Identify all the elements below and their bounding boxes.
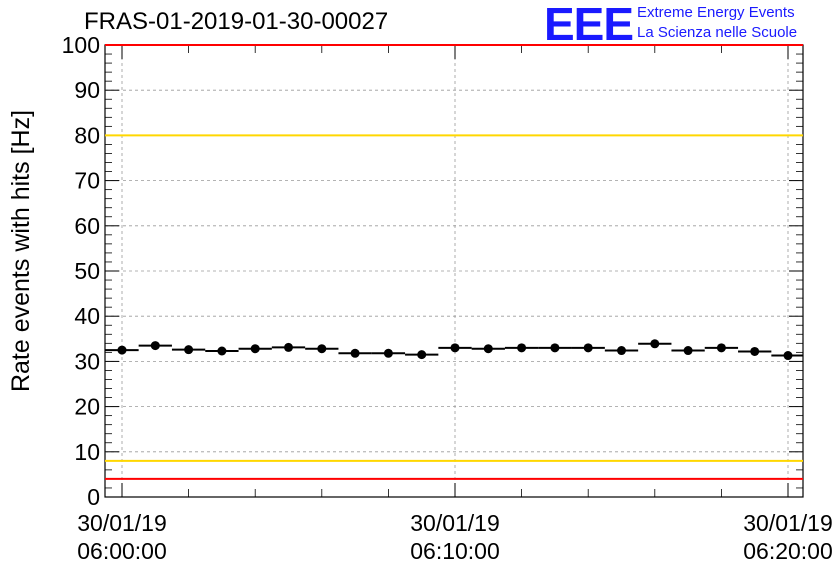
- data-point: [517, 343, 527, 353]
- data-point: [650, 339, 660, 349]
- y-tick-label: 100: [62, 32, 100, 58]
- logo-line-1: Extreme Energy Events: [637, 4, 795, 21]
- y-tick-label: 60: [74, 213, 100, 239]
- data-point: [350, 348, 360, 358]
- y-tick-label: 10: [74, 439, 100, 465]
- x-tick-label-time: 06:20:00: [743, 538, 833, 564]
- data-point: [250, 344, 260, 354]
- data-point: [417, 350, 427, 360]
- data-point: [184, 345, 194, 355]
- data-point: [750, 346, 760, 356]
- y-axis-label: Rate events with hits [Hz]: [7, 110, 35, 392]
- data-point: [617, 346, 626, 356]
- data-point: [483, 344, 493, 354]
- data-point: [550, 343, 560, 353]
- data-point: [583, 343, 593, 353]
- y-tick-label: 70: [74, 168, 100, 194]
- y-tick-label: 20: [74, 394, 100, 420]
- data-point: [317, 344, 327, 354]
- y-tick-label: 90: [74, 77, 100, 103]
- y-tick-label: 50: [74, 258, 100, 284]
- data-point: [117, 345, 127, 355]
- data-point: [716, 343, 726, 353]
- chart-title: FRAS-01-2019-01-30-00027: [84, 8, 389, 35]
- data-point: [683, 346, 693, 356]
- data-point: [383, 348, 393, 358]
- x-tick-label-date: 30/01/19: [743, 510, 833, 536]
- y-tick-label: 80: [74, 122, 100, 148]
- x-tick-label-date: 30/01/19: [77, 510, 167, 536]
- data-point: [450, 343, 460, 353]
- logo-line-2: La Scienza nelle Scuole: [637, 24, 798, 41]
- data-point: [217, 346, 227, 356]
- data-point: [150, 341, 160, 351]
- data-point: [284, 342, 293, 352]
- x-tick-label-time: 06:00:00: [77, 538, 167, 564]
- x-tick-label-date: 30/01/19: [410, 510, 500, 536]
- y-tick-label: 30: [74, 348, 100, 374]
- y-tick-label: 40: [74, 303, 100, 329]
- eee-logo: EEE: [544, 0, 634, 50]
- y-tick-label: 0: [87, 484, 100, 510]
- data-point: [783, 351, 793, 361]
- x-tick-label-time: 06:10:00: [410, 538, 500, 564]
